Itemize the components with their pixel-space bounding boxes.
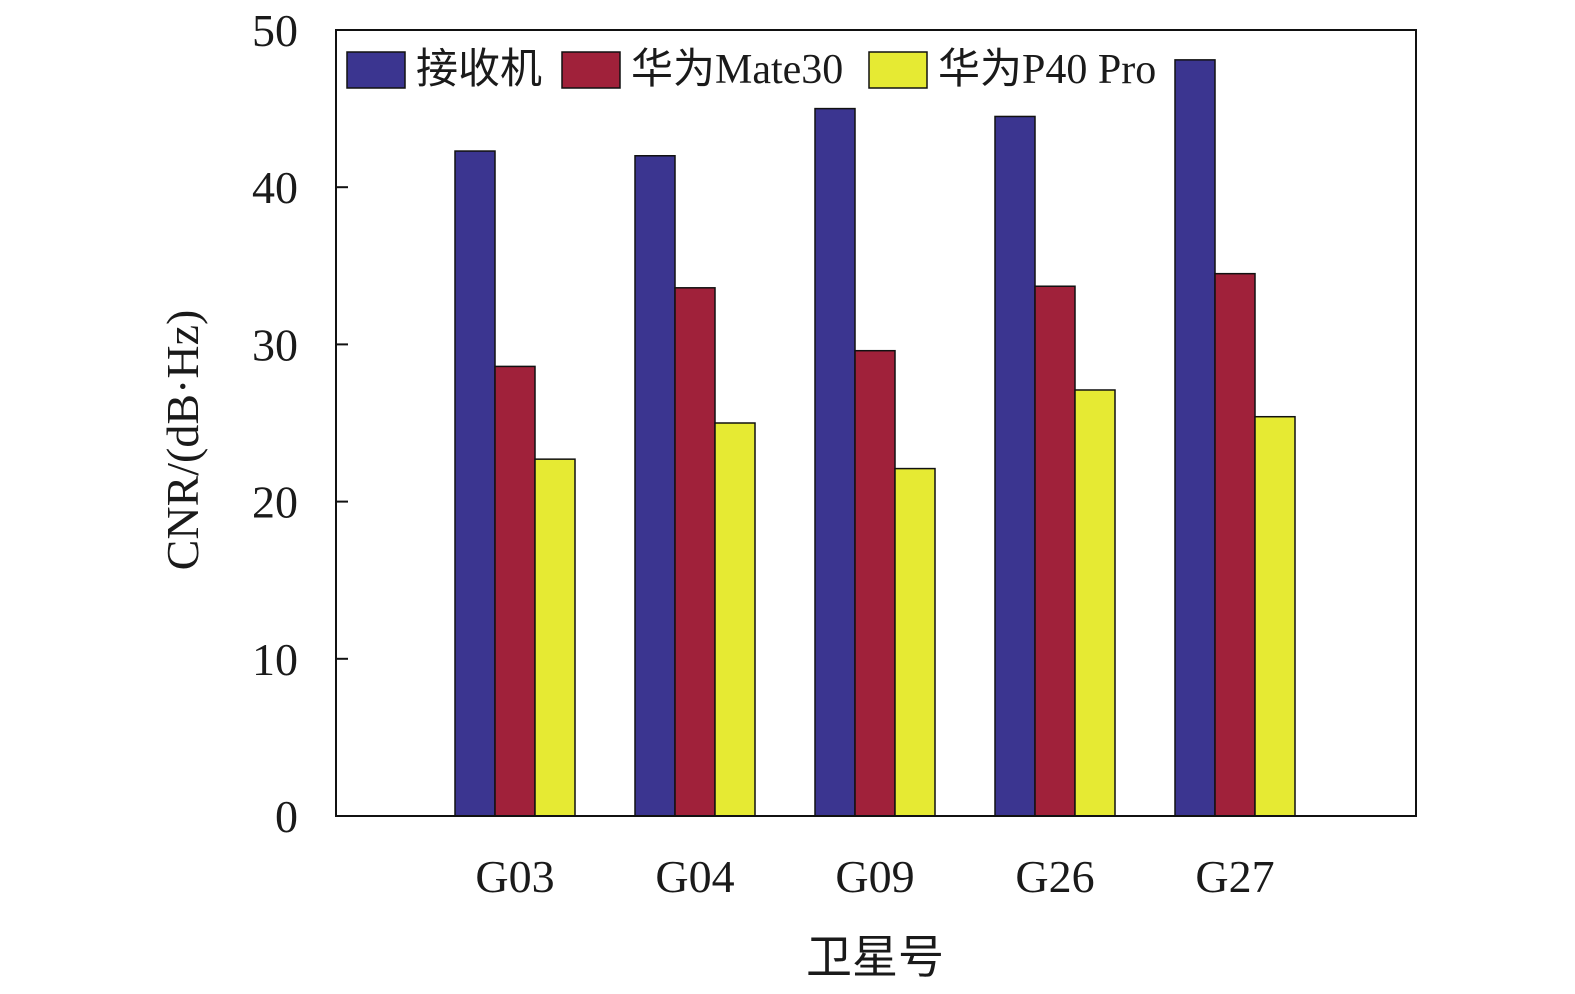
bar-g09-series-0: [814, 107, 856, 817]
bar-g03-series-2: [534, 458, 576, 817]
y-axis: 0 10 20 30 40 50: [252, 5, 348, 842]
bar-g27-series-2: [1254, 415, 1296, 817]
bar-g03-series-1: [494, 365, 536, 817]
bar-g26-series-0: [994, 115, 1036, 817]
bar-g03-series-0: [454, 150, 496, 817]
x-tick-label: G26: [1015, 851, 1094, 902]
x-axis-label: 卫星号: [806, 932, 944, 983]
bar-g04-series-2: [714, 422, 756, 817]
x-tick-label: G04: [655, 851, 734, 902]
legend-label-0: 接收机: [416, 47, 542, 93]
y-axis-label: CNR/(dB·Hz): [157, 310, 208, 571]
bar-g27-series-1: [1214, 272, 1256, 817]
plot-frame: [335, 29, 1417, 817]
bar-g09-series-2: [894, 467, 936, 817]
y-tick-label: 0: [275, 791, 298, 842]
legend: 接收机 华为Mate30 华为P40 Pro: [346, 47, 1156, 93]
bar-g26-series-2: [1074, 389, 1116, 817]
y-tick-label: 50: [252, 5, 298, 56]
bar-g26-series-1: [1034, 285, 1076, 817]
bar-g04-series-0: [634, 155, 676, 817]
y-tick-label: 40: [252, 162, 298, 213]
legend-label-2: 华为P40 Pro: [938, 47, 1156, 93]
bar-g27-series-0: [1174, 59, 1216, 817]
bar-g04-series-1: [674, 287, 716, 817]
legend-swatch-0: [346, 51, 406, 89]
y-tick-label: 20: [252, 477, 298, 528]
legend-swatch-1: [561, 51, 621, 89]
y-tick-label: 30: [252, 319, 298, 370]
x-tick-label: G27: [1195, 851, 1274, 902]
bars-layer: [454, 59, 1296, 817]
bar-g09-series-1: [854, 349, 896, 817]
y-tick-label: 10: [252, 634, 298, 685]
x-axis: G03 G04 G09 G26 G27: [475, 851, 1274, 902]
x-tick-label: G03: [475, 851, 554, 902]
legend-swatch-2: [868, 51, 928, 89]
legend-label-1: 华为Mate30: [631, 47, 843, 93]
x-tick-label: G09: [835, 851, 914, 902]
